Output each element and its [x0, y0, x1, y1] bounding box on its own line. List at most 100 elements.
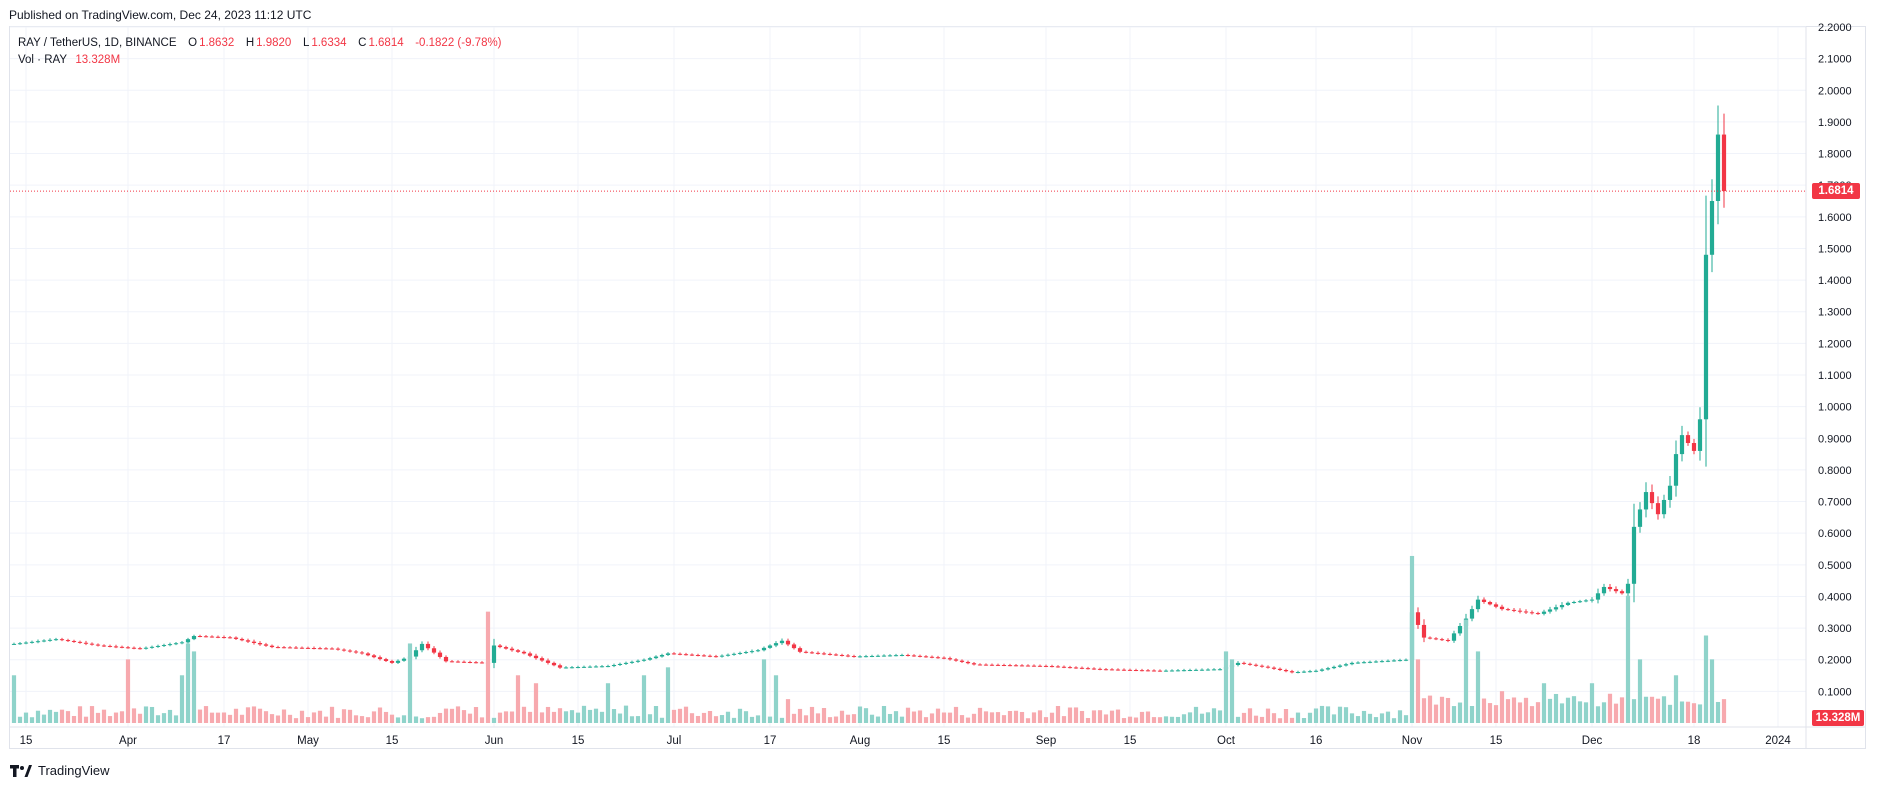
volume-bar [575, 712, 581, 723]
volume-bar [599, 711, 605, 723]
volume-bar [923, 717, 929, 723]
candle-body [1265, 666, 1271, 668]
candle-body [569, 667, 575, 669]
candle-body [617, 663, 623, 665]
y-tick-label: 2.2000 [1818, 22, 1852, 34]
volume-bar [263, 711, 269, 723]
candle-body [1391, 660, 1397, 662]
close-label: C [358, 37, 367, 49]
candle-body [1349, 662, 1355, 665]
open-label: O [188, 37, 198, 49]
volume-bar [1097, 710, 1103, 723]
volume-bar [1091, 710, 1097, 723]
candle-body [1583, 600, 1589, 602]
candle-body [1337, 665, 1343, 667]
candle-body [1025, 665, 1031, 667]
volume-bar [1523, 697, 1529, 723]
volume-bar [941, 712, 947, 723]
candle-body [143, 647, 149, 649]
volume-bar [665, 667, 671, 723]
volume-bar [473, 707, 479, 723]
y-tick-label: 1.8000 [1818, 149, 1852, 161]
candle-body [941, 657, 947, 659]
candle-body [107, 645, 113, 647]
candle-body [383, 659, 389, 661]
volume-bar [521, 706, 527, 723]
volume-bar [947, 712, 953, 723]
volume-bar [269, 714, 275, 723]
candle-body [881, 655, 887, 657]
volume-label[interactable]: Vol · RAY [18, 54, 67, 66]
volume-bar [1103, 714, 1109, 723]
candle-body [1427, 637, 1433, 639]
candle-body [437, 652, 443, 657]
volume-bar [1211, 708, 1217, 723]
volume-bar [545, 706, 551, 723]
candle-body [911, 655, 917, 657]
volume-bar [1637, 659, 1643, 723]
candle-body [1001, 665, 1007, 666]
candle-body [839, 654, 845, 656]
y-tick-label: 1.6000 [1818, 212, 1852, 224]
volume-bar [221, 712, 227, 723]
candle-body [1385, 660, 1391, 662]
candle-body [35, 641, 41, 643]
y-tick-label: 0.6000 [1818, 528, 1852, 540]
symbol-label[interactable]: RAY / TetherUS, 1D, BINANCE [18, 37, 177, 49]
candle-body [797, 648, 803, 652]
candle-body [347, 650, 353, 652]
candle-body [1499, 606, 1505, 610]
y-tick-label: 2.0000 [1818, 85, 1852, 97]
footer-brand[interactable]: TradingView [10, 763, 110, 778]
candle-body [509, 648, 515, 651]
volume-bar [917, 710, 923, 723]
candle-body [293, 647, 299, 649]
volume-bar [677, 708, 683, 723]
candle-body [1037, 665, 1043, 667]
volume-bar [1313, 708, 1319, 723]
candle-body [1709, 201, 1715, 255]
candle-body [1181, 670, 1187, 672]
candle-body [83, 642, 89, 644]
volume-bar [449, 708, 455, 723]
tradingview-logo-icon [10, 764, 32, 777]
candle-body [1151, 670, 1157, 672]
candle-body [95, 644, 101, 646]
candle-body [221, 637, 227, 639]
candle-body [281, 647, 287, 649]
candle-body [1655, 503, 1661, 515]
volume-bar [1253, 715, 1259, 723]
volume-bar [1379, 713, 1385, 723]
volume-bar [1595, 706, 1601, 723]
volume-bar [1655, 698, 1661, 723]
volume-bar [215, 712, 221, 723]
candle-body [863, 656, 869, 658]
candle-body [365, 653, 371, 656]
candle-body [467, 661, 473, 663]
volume-bar [1325, 706, 1331, 723]
candle-body [1157, 670, 1163, 672]
volume-bar [1643, 696, 1649, 723]
volume-bar [1685, 701, 1691, 723]
volume-bar [359, 716, 365, 723]
candle-body [89, 643, 95, 645]
volume-bar [71, 715, 77, 723]
volume-bar [119, 711, 125, 723]
candle-body [1121, 669, 1127, 671]
volume-bar [497, 712, 503, 723]
volume-bar [1553, 693, 1559, 723]
volume-bar [377, 707, 383, 723]
candle-body [1091, 668, 1097, 670]
x-tick-label: Jul [667, 735, 682, 747]
candle-body [1505, 609, 1511, 611]
volume-bar [1055, 705, 1061, 723]
volume-bar [815, 713, 821, 723]
volume-bar [305, 717, 311, 723]
candle-body [1271, 667, 1277, 669]
candle-body [947, 658, 953, 660]
volume-bar [1613, 703, 1619, 723]
volume-bar [1589, 683, 1595, 723]
candle-body [473, 662, 479, 664]
candle-body [665, 653, 671, 655]
